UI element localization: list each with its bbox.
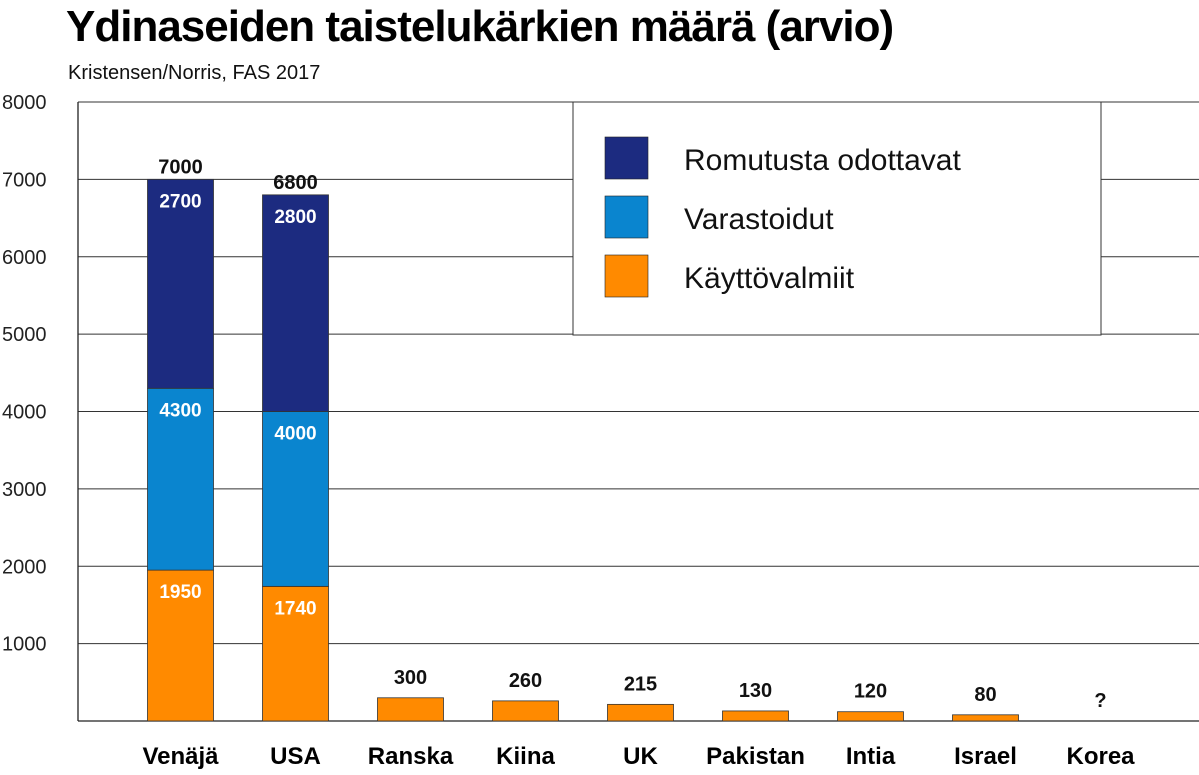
bar-segment <box>722 710 789 722</box>
segment-label: 1950 <box>159 582 201 603</box>
x-tick-label: Kiina <box>496 743 555 770</box>
x-tick-label: USA <box>270 743 321 770</box>
x-tick-label: Intia <box>846 743 896 770</box>
total-label: 6800 <box>273 172 318 194</box>
y-tick-label: 2000 <box>2 556 47 578</box>
bar-segment <box>147 178 214 389</box>
legend-swatch <box>604 254 649 298</box>
bar-segment <box>492 700 559 722</box>
x-tick-label: Israel <box>954 743 1017 770</box>
total-label: ? <box>1094 690 1106 712</box>
legend-swatch <box>604 195 649 239</box>
bar-segment <box>262 585 329 722</box>
bar-segment <box>262 194 329 412</box>
total-label: 260 <box>509 670 542 692</box>
chart-title: Ydinaseiden taistelukärkien määrä (arvio… <box>66 2 894 51</box>
y-tick-label: 7000 <box>2 169 47 191</box>
segment-label: 2800 <box>274 207 316 228</box>
y-tick-label: 1000 <box>2 634 47 656</box>
bar-segment <box>147 569 214 722</box>
total-label: 7000 <box>158 156 203 178</box>
legend-label: Käyttövalmiit <box>684 262 855 295</box>
total-label: 130 <box>739 680 772 702</box>
segment-label: 1740 <box>274 598 316 619</box>
x-tick-label: Pakistan <box>706 743 805 770</box>
legend-label: Varastoidut <box>684 203 834 236</box>
total-label: 120 <box>854 681 887 703</box>
x-tick-label: Ranska <box>368 743 454 770</box>
legend-box <box>572 101 1102 336</box>
y-tick-label: 3000 <box>2 479 47 501</box>
x-tick-label: Venäjä <box>142 743 219 770</box>
x-tick-label: UK <box>623 743 658 770</box>
chart-subtitle: Kristensen/Norris, FAS 2017 <box>68 62 321 84</box>
segment-label: 2700 <box>159 191 201 212</box>
y-tick-label: 4000 <box>2 402 47 424</box>
bar-segment <box>262 411 329 587</box>
bar-segment <box>607 703 674 722</box>
bar-segment <box>377 697 444 722</box>
bar-segment <box>952 714 1019 722</box>
segment-label: 4300 <box>159 400 201 421</box>
total-label: 215 <box>624 673 657 695</box>
y-tick-label: 6000 <box>2 247 47 269</box>
segment-label: 4000 <box>274 424 316 445</box>
total-label: 300 <box>394 667 427 689</box>
y-tick-label: 5000 <box>2 324 47 346</box>
legend-label: Romutusta odottavat <box>684 144 961 177</box>
total-label: 80 <box>974 684 996 706</box>
legend-swatch <box>604 136 649 180</box>
bar-segment <box>837 711 904 722</box>
y-tick-label: 8000 <box>2 92 47 114</box>
x-tick-label: Korea <box>1066 743 1135 770</box>
